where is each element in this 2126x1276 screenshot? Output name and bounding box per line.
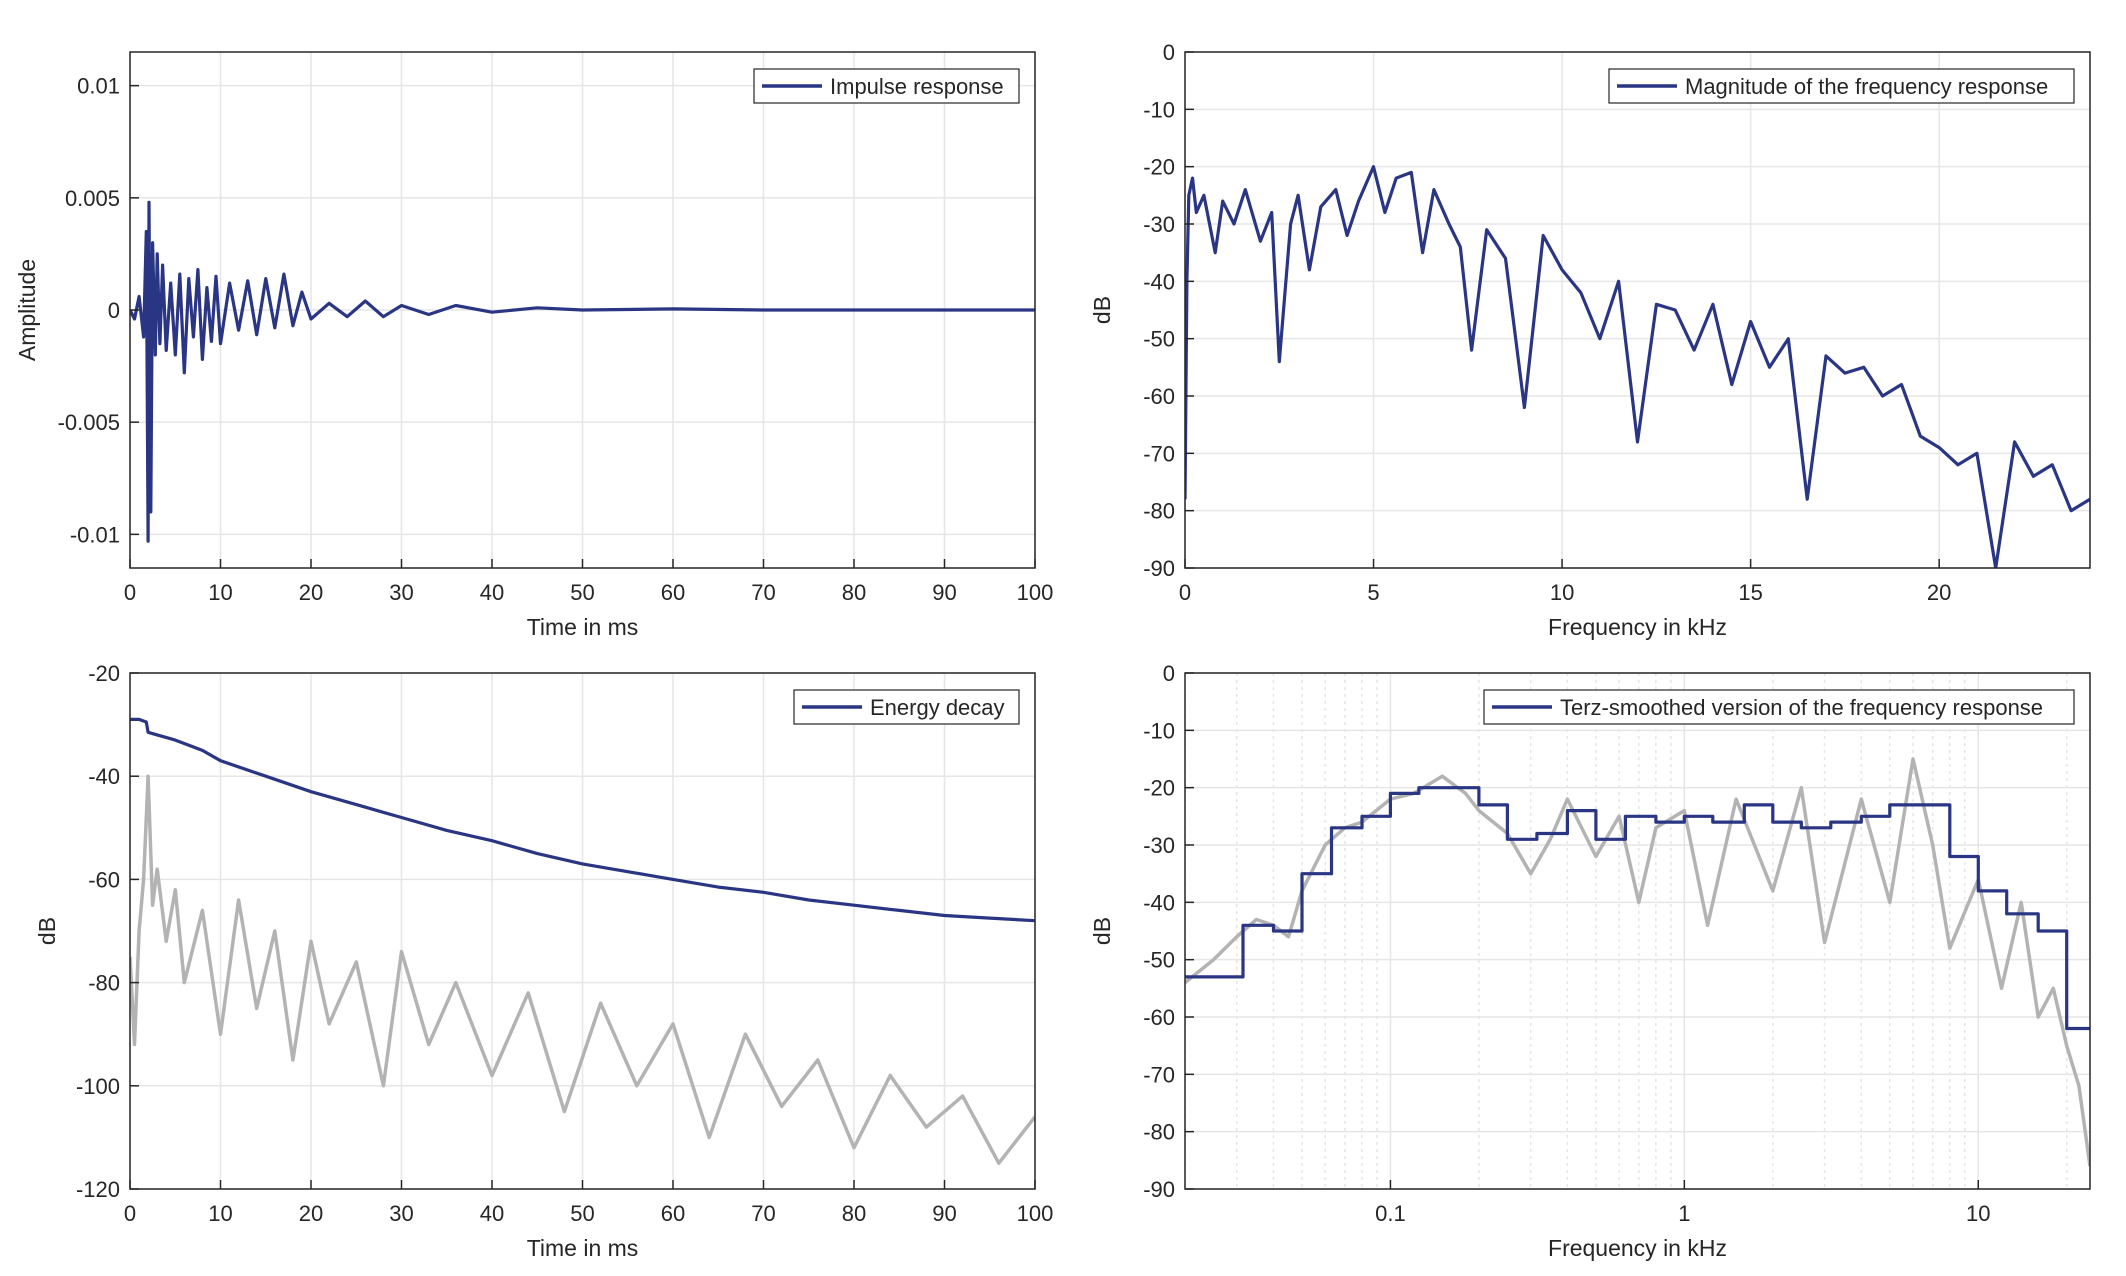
x-tick-label: 20 xyxy=(299,580,323,605)
plot-area xyxy=(1185,673,2090,1189)
x-tick-label: 70 xyxy=(751,580,775,605)
y-tick-label: -120 xyxy=(76,1177,120,1202)
chart-1: 0 10 20 30 40 50 60 70 80 90 100 -0.01 -0.005 0 0.005 0… xyxy=(14,51,1054,640)
y-axis-label: Amplitude xyxy=(14,259,40,361)
x-tick-label: 50 xyxy=(570,580,594,605)
x-tick-label: 60 xyxy=(661,580,685,605)
x-tick-label: 0 xyxy=(1179,580,1191,605)
x-tick-label: 10 xyxy=(1550,580,1574,605)
y-tick-label: 0.005 xyxy=(65,186,120,211)
x-tick-label: 1 xyxy=(1678,1201,1690,1226)
legend-label: Energy decay xyxy=(870,695,1005,720)
x-tick-label: 20 xyxy=(1927,580,1951,605)
x-tick-label: 90 xyxy=(932,580,956,605)
x-axis-label: Time in ms xyxy=(527,1235,639,1261)
series-group xyxy=(130,717,1035,1165)
series-line-2 xyxy=(130,774,1035,1165)
y-tick-label: -90 xyxy=(1143,1177,1175,1202)
x-tick-label: 0 xyxy=(124,1201,136,1226)
series-group xyxy=(130,200,1035,543)
y-tick-label: -90 xyxy=(1143,556,1175,581)
chart-2: 0 5 10 15 20 -90 -80 -70 -60 -50 -40 -30 -20 -10 0 Freq… xyxy=(1089,40,2091,640)
x-axis-label: Time in ms xyxy=(527,614,639,640)
y-tick-label: -60 xyxy=(1143,384,1175,409)
x-tick-label: 80 xyxy=(842,580,866,605)
x-tick-label: 70 xyxy=(751,1201,775,1226)
y-tick-label: -100 xyxy=(76,1074,120,1099)
y-axis-label: dB xyxy=(1089,296,1115,324)
x-tick-label: 30 xyxy=(389,580,413,605)
y-tick-label: -60 xyxy=(88,867,120,892)
y-tick-label: -10 xyxy=(1143,718,1175,743)
x-tick-label: 10 xyxy=(1966,1201,1990,1226)
series-line-1 xyxy=(1185,757,2090,1167)
series-line-2 xyxy=(1185,786,2090,1031)
series-group xyxy=(1185,757,2090,1167)
x-tick-label: 0 xyxy=(124,580,136,605)
chart-3: 0 10 20 30 40 50 60 70 80 90 100 -120 -100 -80 -60 -40 -… xyxy=(34,661,1053,1261)
x-axis-label: Frequency in kHz xyxy=(1548,1235,1727,1261)
y-tick-label: 0 xyxy=(1163,40,1175,65)
series-line-1 xyxy=(1185,165,2090,568)
y-tick-label: -10 xyxy=(1143,97,1175,122)
legend: Magnitude of the frequency response xyxy=(1608,68,2075,104)
chart-4: 0.1 1 10 -90 -80 -70 -60 -50 -40 -30 -20 -10 0 Freque… xyxy=(1089,661,2091,1261)
grid xyxy=(1184,672,2090,1190)
legend-box xyxy=(1483,689,2075,725)
y-tick-label: 0 xyxy=(108,298,120,323)
legend: Energy decay xyxy=(793,689,1020,725)
x-tick-label: 100 xyxy=(1017,580,1054,605)
x-tick-label: 30 xyxy=(389,1201,413,1226)
x-tick-label: 20 xyxy=(299,1201,323,1226)
y-tick-label: 0 xyxy=(1163,661,1175,686)
x-tick-label: 100 xyxy=(1017,1201,1054,1226)
legend-label: Terz-smoothed version of the frequency r… xyxy=(1560,695,2043,720)
y-tick-label: 0.01 xyxy=(77,74,120,99)
x-tick-label: 60 xyxy=(661,1201,685,1226)
y-tick-label: -50 xyxy=(1143,948,1175,973)
series-line-1 xyxy=(130,200,1035,543)
y-axis-label: dB xyxy=(34,917,60,945)
y-tick-label: -40 xyxy=(1143,890,1175,915)
y-tick-label: -0.005 xyxy=(58,410,120,435)
y-tick-label: -70 xyxy=(1143,441,1175,466)
series-group xyxy=(1185,165,2090,568)
y-tick-label: -80 xyxy=(88,971,120,996)
x-tick-label: 40 xyxy=(480,580,504,605)
y-tick-label: -60 xyxy=(1143,1005,1175,1030)
x-tick-label: 90 xyxy=(932,1201,956,1226)
legend: Impulse response xyxy=(753,68,1020,104)
x-tick-label: 0.1 xyxy=(1375,1201,1406,1226)
y-tick-label: -20 xyxy=(1143,776,1175,801)
y-tick-label: -20 xyxy=(88,661,120,686)
y-tick-label: -40 xyxy=(1143,269,1175,294)
x-tick-label: 10 xyxy=(208,1201,232,1226)
y-tick-label: -30 xyxy=(1143,833,1175,858)
y-tick-label: -80 xyxy=(1143,1120,1175,1145)
y-axis-label: dB xyxy=(1089,917,1115,945)
legend-box xyxy=(1608,68,2075,104)
y-tick-label: -70 xyxy=(1143,1062,1175,1087)
x-tick-label: 15 xyxy=(1738,580,1762,605)
axes-box xyxy=(1184,672,2091,1190)
y-tick-label: -0.01 xyxy=(70,522,120,547)
y-tick-label: -20 xyxy=(1143,155,1175,180)
series-line-1 xyxy=(130,717,1035,923)
plot-area xyxy=(1185,52,2090,568)
y-tick-label: -80 xyxy=(1143,499,1175,524)
y-tick-label: -40 xyxy=(88,764,120,789)
y-tick-label: -50 xyxy=(1143,327,1175,352)
y-tick-label: -30 xyxy=(1143,212,1175,237)
legend-label: Magnitude of the frequency response xyxy=(1685,74,2048,99)
axes-box xyxy=(1184,51,2091,569)
legend-label: Impulse response xyxy=(830,74,1004,99)
x-axis-label: Frequency in kHz xyxy=(1548,614,1727,640)
x-tick-label: 80 xyxy=(842,1201,866,1226)
x-tick-label: 10 xyxy=(208,580,232,605)
x-tick-label: 5 xyxy=(1367,580,1379,605)
x-tick-label: 40 xyxy=(480,1201,504,1226)
legend: Terz-smoothed version of the frequency r… xyxy=(1483,689,2075,725)
x-tick-label: 50 xyxy=(570,1201,594,1226)
